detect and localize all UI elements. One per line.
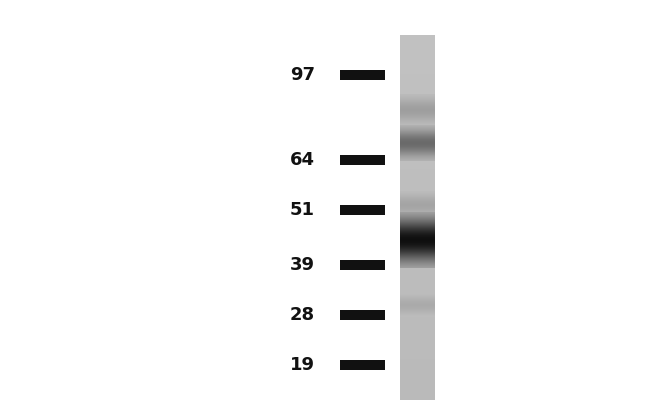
Text: 64: 64	[290, 151, 315, 169]
Text: 28: 28	[290, 306, 315, 324]
Text: 97: 97	[290, 66, 315, 84]
Text: 51: 51	[290, 201, 315, 219]
Text: 19: 19	[290, 356, 315, 374]
Text: 39: 39	[290, 256, 315, 274]
Bar	[340, 260, 385, 270]
Bar	[340, 155, 385, 165]
Bar	[340, 205, 385, 215]
Bar	[340, 70, 385, 80]
Bar	[340, 360, 385, 370]
Bar	[340, 310, 385, 320]
